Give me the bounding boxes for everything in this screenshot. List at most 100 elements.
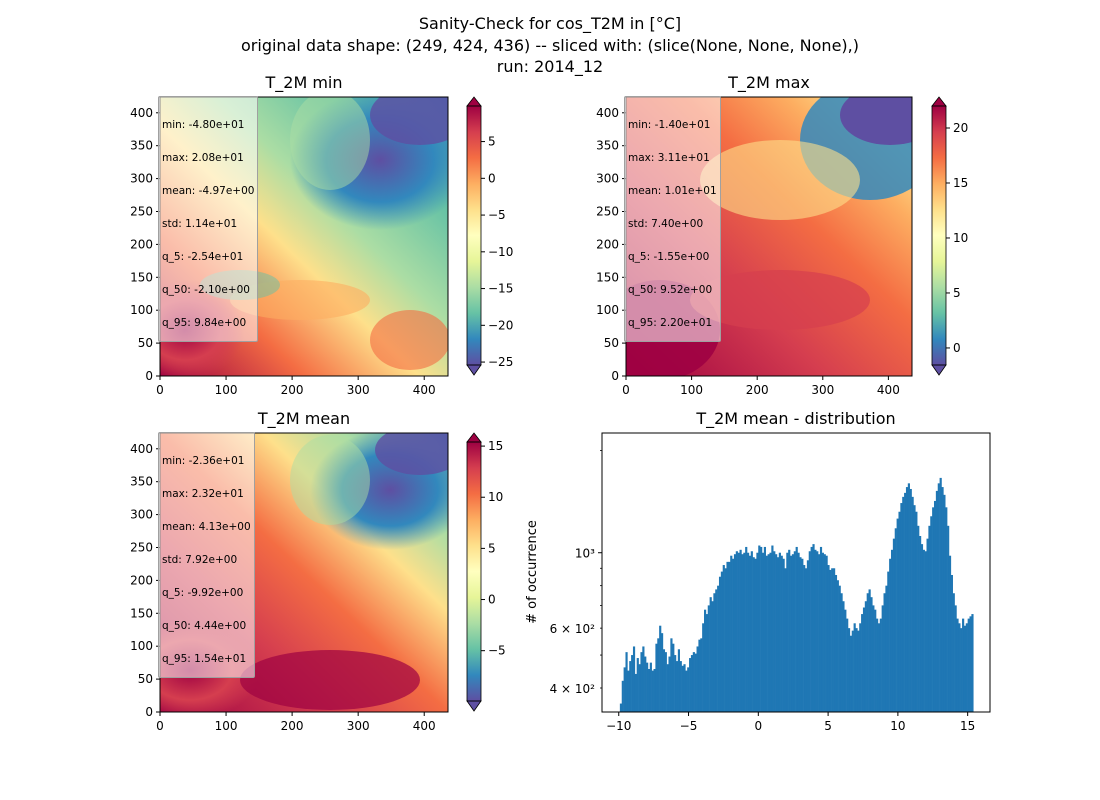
histogram-bar: [756, 552, 759, 712]
histogram-bar: [664, 652, 667, 712]
histogram-bar: [887, 571, 890, 712]
y-tick-label: 350: [130, 475, 153, 489]
histogram-bar: [662, 649, 666, 712]
histogram-bar: [765, 555, 768, 712]
stat-line: min: -2.36e+01: [162, 455, 245, 467]
y-axis: 0 50 100 150 200 250 300 350 400: [130, 442, 160, 719]
colorbar-tick-label: 0: [488, 171, 496, 185]
histogram-bar: [784, 568, 787, 712]
colorbar-tick-label: −15: [488, 282, 513, 296]
histogram-bar: [735, 551, 738, 712]
histogram-bar: [913, 505, 916, 712]
x-tick-label: 100: [680, 383, 703, 397]
histogram-bar: [799, 557, 802, 712]
histogram-bar: [675, 661, 679, 712]
histogram-bar: [915, 511, 918, 712]
x-tick-label: 0: [156, 383, 164, 397]
y-tick-label: 150: [130, 270, 153, 284]
histogram-bar: [728, 561, 731, 712]
colorbar: [467, 442, 481, 701]
y-tick-label: 50: [138, 672, 153, 686]
histogram-bar: [649, 662, 652, 712]
histogram-bar: [866, 593, 869, 712]
histogram-bar: [724, 568, 727, 712]
histogram-bar: [819, 546, 823, 712]
histogram-bar: [704, 609, 707, 712]
histogram-bar: [713, 593, 716, 712]
colorbar-tick-label: −5: [488, 644, 506, 658]
histogram-bar: [904, 492, 907, 712]
stats-box-max: min: -1.40e+01 max: 3.11e+01 mean: 1.01e…: [624, 96, 721, 342]
x-tick-label: 200: [281, 719, 304, 733]
stat-line: q_95: 2.20e+01: [628, 317, 713, 329]
histogram-bar: [758, 545, 761, 712]
histogram-bar: [937, 483, 940, 712]
histogram-bar: [631, 655, 634, 712]
y-axis: 0 50 100 150 200 250 300 350 400: [596, 106, 626, 383]
y-tick-label: 350: [596, 139, 619, 153]
histogram-bar: [847, 628, 851, 712]
histogram-bar: [690, 655, 694, 712]
histogram-bar: [778, 552, 781, 712]
x-tick-label: 5: [824, 719, 832, 733]
x-tick-label: 300: [347, 383, 370, 397]
x-tick-label: 100: [215, 719, 238, 733]
histogram-bar: [689, 658, 692, 712]
histogram-bar: [795, 546, 798, 712]
figure-title-line-3: run: 2014_12: [497, 57, 603, 77]
histogram-bar: [889, 558, 892, 712]
x-tick-label: 10: [890, 719, 905, 733]
histogram-bar: [894, 528, 897, 712]
histogram-bar: [750, 551, 753, 712]
histogram-bar: [743, 552, 746, 712]
histogram-bar: [857, 630, 860, 712]
histogram-bar: [926, 538, 929, 712]
stat-line: max: 3.11e+01: [628, 152, 710, 164]
histogram-bar: [660, 633, 664, 712]
histogram-bar: [640, 652, 643, 712]
histogram-frame: [601, 432, 991, 713]
colorbar-ticks: 15 10 5 0 −5: [481, 439, 506, 658]
histogram-bar: [782, 558, 785, 712]
histogram-bar: [883, 593, 886, 712]
histogram-bar: [900, 503, 903, 712]
histogram-bar: [659, 625, 662, 712]
colorbar-tick-label: −10: [488, 245, 513, 259]
histogram-bar: [705, 614, 709, 712]
histogram-bar: [780, 555, 783, 712]
histogram-bar: [834, 574, 838, 712]
histogram-bar: [619, 703, 623, 712]
histogram-bar: [763, 546, 767, 712]
colorbar-tick-label: 15: [953, 176, 968, 190]
histogram-bar: [922, 549, 925, 712]
histogram-bar: [827, 565, 830, 712]
histogram-bar: [935, 490, 939, 712]
histogram-ylabel: # of occurrence: [525, 520, 540, 624]
histogram-bar: [720, 571, 724, 712]
histogram-bar: [790, 555, 793, 712]
y-tick-label: 50: [604, 336, 619, 350]
histogram-bar: [694, 653, 697, 712]
histogram-bar: [775, 554, 778, 712]
histogram-bar: [956, 618, 959, 712]
map-title: T_2M min: [264, 73, 342, 93]
histogram-bar: [801, 558, 804, 712]
histogram-bar: [902, 496, 905, 712]
histogram-bar: [771, 545, 774, 712]
histogram-bar: [939, 477, 942, 712]
stat-line: mean: 4.13e+00: [162, 521, 251, 533]
histogram-bar: [965, 623, 968, 712]
histogram-bar: [696, 646, 699, 712]
histogram-bar: [836, 580, 839, 712]
x-tick-label: 300: [811, 383, 834, 397]
colorbar-tick-label: 5: [488, 135, 496, 149]
histogram-bar: [767, 554, 770, 712]
histogram-bar: [874, 609, 877, 712]
histogram-bar: [876, 618, 879, 712]
histogram-bar: [810, 546, 813, 712]
colorbar-tick-label: 5: [953, 286, 961, 300]
x-tick-label: 300: [347, 719, 370, 733]
histogram-bar: [947, 525, 950, 712]
y-tick-label: 400: [130, 106, 153, 120]
stat-line: std: 7.40e+00: [628, 218, 704, 230]
